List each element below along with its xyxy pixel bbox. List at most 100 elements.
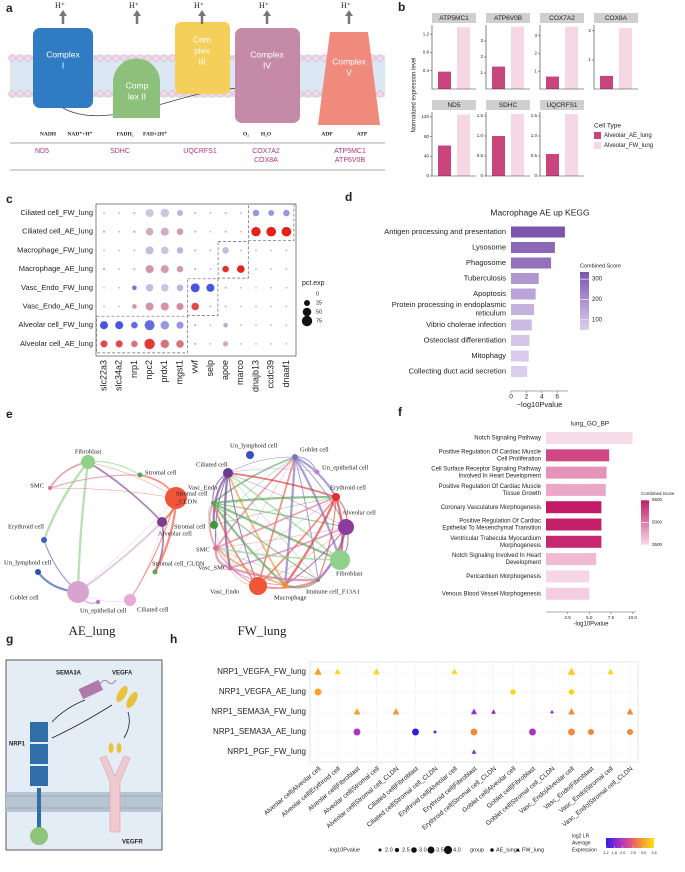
complex-label: III [198,56,205,66]
legend-dot [411,847,417,853]
y-tick-label: 0.5 [477,153,484,158]
category-label: Positive Regulation Of Cardiac Muscle [439,484,542,490]
dot [144,338,155,350]
lipid-head [152,54,160,62]
lipid-head [160,54,168,62]
arrow-head [133,10,141,16]
dot [255,343,257,345]
category-label: Antigen processing and presentation [384,227,506,236]
x-tick-label: 6 [555,394,559,401]
diagram-label: VEGFR [122,840,143,846]
legend-dot [304,300,310,306]
dot [239,230,242,233]
node [213,545,219,551]
dot [222,341,229,347]
lipid-head [96,54,104,62]
row-label: Vasc_Endo_AE_lung [23,301,93,310]
bar [546,449,610,462]
category-label: Involved In Heart Development [459,474,542,480]
legend-title: Average [572,840,591,846]
dot [131,340,138,348]
point [491,709,496,714]
edge [129,521,163,601]
col-label: slc34a2 [114,360,124,391]
x-axis-label: −log10Pvalue [517,400,563,409]
y-tick-label: 3 [480,38,483,43]
axis [539,112,584,177]
chart-title: lung_GO_BP [571,421,609,428]
point [626,708,634,715]
gene: COX8A [254,157,278,164]
edge [227,468,318,474]
complex-label: Complex [250,49,284,59]
dot [144,320,155,331]
dot [176,247,184,254]
category-label: Vibrio cholerae infection [426,320,506,329]
dot [160,302,169,311]
edge [49,474,141,489]
edge [215,547,319,581]
category-label: Cell Surface Receptor Signaling Pathway [431,467,541,473]
node [157,517,167,527]
point [353,728,361,736]
category-label: Apoptosis [473,289,506,298]
row-label: Alveolar cell_FW_lung [18,320,93,329]
bar [511,304,535,315]
point [470,728,478,736]
substrate: ADP [321,131,333,137]
node [249,577,267,595]
x-tick-label: 5.0 [586,615,593,620]
point [607,668,614,675]
receptor-domain [30,744,48,764]
dot [283,209,290,217]
x-axis-label: -log10Pvalue [573,622,609,628]
bar [600,75,613,89]
legend-title: pct.exp [302,280,325,287]
edge [212,495,337,505]
dot [102,268,106,271]
edge [215,526,347,549]
bar [546,76,559,89]
dot [103,212,105,214]
node [227,565,233,571]
point [587,728,595,736]
y-tick-label: 2 [588,28,591,33]
dot [224,286,227,289]
highlight-box [217,241,249,279]
gene: ATP6V0B [335,157,366,164]
diagram-label: NRP1 [9,742,26,748]
gene: UQCRFS1 [183,148,217,155]
legend-shape [490,848,494,852]
facet-title: ATP6V0B [494,15,522,22]
bar [492,136,505,176]
dot [145,302,154,311]
proton-label: H⁺ [194,1,204,10]
category-label: Development [506,560,542,566]
y-tick-label: 2 [534,51,537,56]
bar [546,535,602,548]
node-label: Vasc_SMC [198,564,227,571]
ligand [126,691,138,709]
legend-dot [427,846,435,854]
substrate: NAD⁺+H⁺ [67,130,92,137]
edge [227,472,286,586]
dot [285,305,288,308]
category-label: Venous Blood Vessel Morphogenesis [442,591,541,597]
dot [176,284,184,292]
facet-title: SDHC [499,102,518,109]
facet-strip [540,100,584,110]
dot [118,286,121,289]
node [48,486,52,490]
facet-strip [486,100,530,110]
y-tick-label: 2 [480,54,483,59]
dot [206,283,215,292]
complex-shape [235,28,300,123]
color-tick-label: 3.0 [641,851,646,855]
highlight-box [187,278,219,316]
color-tick-label: 3.5 [651,851,656,855]
panel-label: f [398,405,403,419]
dot [102,230,106,233]
facet-title: COX7A2 [549,15,575,22]
category-label: Tissue Growth [503,491,541,497]
legend-label: AE_lung [496,847,517,853]
